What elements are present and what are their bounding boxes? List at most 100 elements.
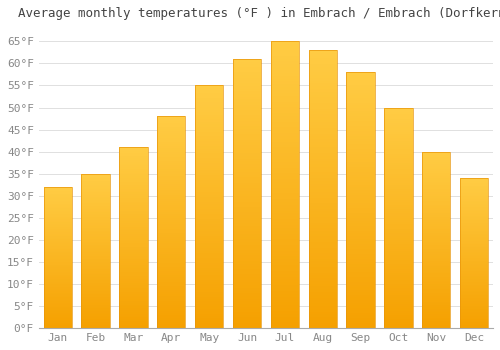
Bar [82,265,110,266]
Bar [195,151,224,153]
Bar [195,134,224,136]
Bar [195,148,224,151]
Bar [157,284,186,286]
Bar [119,207,148,209]
Bar [384,304,412,306]
Bar [157,233,186,235]
Bar [460,313,488,315]
Bar [384,145,412,147]
Bar [44,285,72,286]
Bar [346,139,375,141]
Bar [384,229,412,231]
Bar [44,219,72,221]
Bar [195,161,224,163]
Bar [119,310,148,312]
Bar [157,116,186,118]
Bar [270,136,299,139]
Bar [44,246,72,248]
Bar [308,178,337,181]
Bar [460,324,488,325]
Bar [346,108,375,111]
Bar [195,233,224,236]
Bar [119,250,148,252]
Bar [195,122,224,124]
Bar [270,225,299,228]
Bar [233,80,261,83]
Bar [422,296,450,298]
Bar [422,247,450,249]
Bar [346,226,375,228]
Bar [346,100,375,103]
Bar [119,230,148,232]
Bar [384,271,412,273]
Bar [422,187,450,189]
Bar [157,258,186,260]
Bar [346,182,375,185]
Bar [157,131,186,133]
Bar [270,193,299,196]
Bar [233,218,261,220]
Bar [308,147,337,150]
Bar [308,70,337,72]
Bar [384,326,412,328]
Bar [460,312,488,313]
Bar [233,277,261,280]
Bar [82,203,110,205]
Bar [44,210,72,211]
Bar [460,261,488,262]
Bar [157,195,186,197]
Bar [44,260,72,262]
Bar [82,197,110,198]
Bar [384,251,412,253]
Bar [44,277,72,279]
Bar [384,249,412,251]
Bar [308,197,337,200]
Bar [157,220,186,222]
Bar [195,243,224,246]
Bar [384,306,412,308]
Bar [233,183,261,186]
Bar [157,176,186,178]
Bar [384,178,412,180]
Bar [346,218,375,220]
Bar [119,263,148,265]
Bar [44,235,72,236]
Bar [82,218,110,220]
Bar [460,235,488,237]
Bar [195,146,224,148]
Bar [270,228,299,231]
Bar [384,214,412,216]
Bar [195,214,224,217]
Bar [422,205,450,206]
Bar [82,206,110,208]
Bar [82,175,110,177]
Bar [82,228,110,229]
Bar [82,325,110,327]
Bar [82,229,110,231]
Bar [384,114,412,116]
Bar [119,234,148,236]
Bar [422,319,450,321]
Bar [82,178,110,180]
Bar [157,290,186,292]
Bar [460,297,488,298]
Bar [270,133,299,136]
Bar [195,209,224,212]
Bar [422,317,450,319]
Bar [44,214,72,215]
Bar [157,218,186,220]
Bar [270,219,299,222]
Bar [44,280,72,282]
Bar [460,210,488,211]
Bar [233,226,261,229]
Bar [157,159,186,161]
Bar [44,308,72,310]
Bar [233,239,261,242]
Bar [422,197,450,199]
Bar [308,306,337,309]
Bar [195,229,224,231]
Bar [119,290,148,292]
Bar [233,59,261,62]
Bar [44,193,72,194]
Bar [119,169,148,171]
